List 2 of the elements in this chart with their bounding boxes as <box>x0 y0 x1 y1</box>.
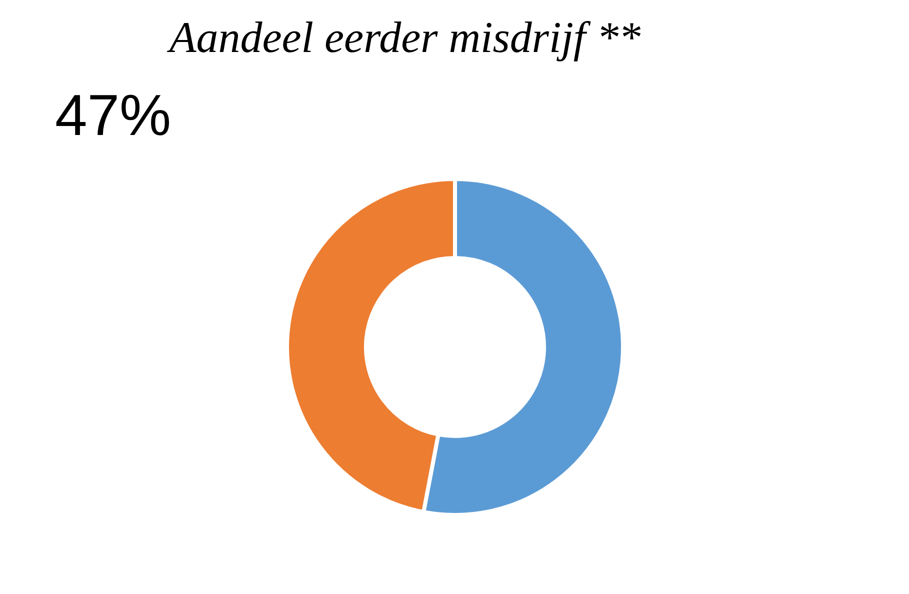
text: 47% <box>55 82 172 149</box>
chart-title: Aandeel eerder misdrijf ** <box>166 12 642 63</box>
